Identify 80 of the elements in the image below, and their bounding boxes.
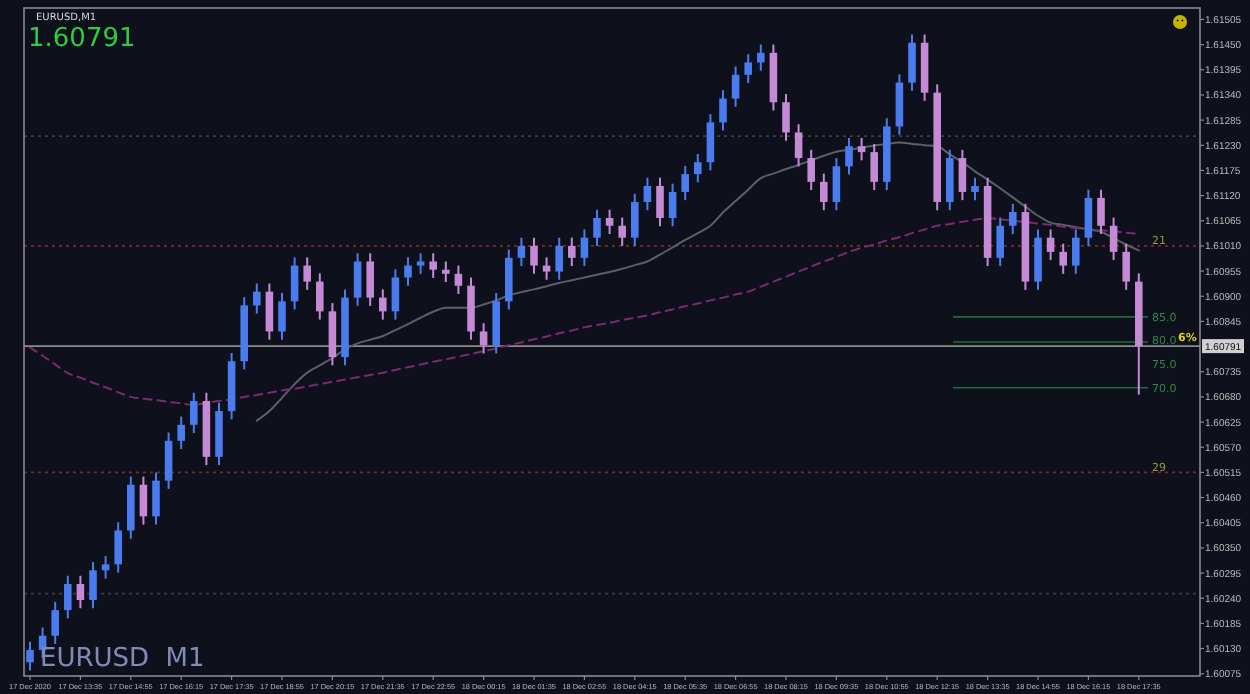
candlestick <box>26 640 34 672</box>
candlestick <box>278 292 286 341</box>
candlestick <box>152 471 160 526</box>
candlestick <box>605 208 614 236</box>
candlestick <box>958 148 967 202</box>
candlestick <box>1009 202 1017 236</box>
candlestick <box>731 65 740 108</box>
candlestick <box>101 555 110 580</box>
candlestick <box>505 248 513 311</box>
candlestick <box>807 148 815 192</box>
candlestick <box>114 521 122 574</box>
candlestick <box>190 391 198 435</box>
candlestick <box>454 264 463 295</box>
candlestick <box>1109 216 1118 262</box>
candlestick <box>1084 188 1093 247</box>
candlestick <box>303 256 311 291</box>
candlestick <box>1034 228 1042 291</box>
candlestick <box>492 292 500 355</box>
candlestick <box>1059 242 1067 275</box>
candlestick <box>517 236 526 268</box>
candlestick <box>719 89 727 132</box>
candlestick <box>946 148 954 212</box>
candlestick <box>1046 228 1055 262</box>
candlestick <box>542 256 551 281</box>
candlestick <box>643 176 652 212</box>
candlestick <box>215 401 223 467</box>
candlestick <box>832 157 841 212</box>
candlestick <box>895 73 904 136</box>
candlestick <box>127 475 135 540</box>
candlestick <box>379 288 387 321</box>
candlestick <box>391 268 400 321</box>
candlestick <box>404 256 412 287</box>
candlestick <box>568 236 576 268</box>
candlestick <box>316 272 324 321</box>
candlestick <box>580 228 589 268</box>
candlestick <box>442 260 450 284</box>
candlestick <box>366 252 374 307</box>
candlestick <box>177 415 185 451</box>
line-series <box>255 141 1140 422</box>
text: 1.60791 <box>28 24 136 54</box>
candlestick <box>64 574 72 620</box>
candlestick <box>265 282 274 341</box>
candlestick <box>908 33 916 92</box>
candlestick <box>429 252 437 279</box>
candlestick <box>139 475 148 526</box>
candlestick <box>467 276 475 341</box>
candlestick <box>1072 228 1080 275</box>
candlestick <box>694 152 702 184</box>
annotation: EURUSD M1 <box>40 644 205 674</box>
candlestick <box>1122 242 1130 291</box>
candlestick <box>328 302 337 367</box>
candlestick <box>164 431 173 490</box>
candlestick <box>857 136 866 162</box>
candlestick <box>290 256 299 311</box>
candlestick <box>253 282 261 315</box>
candlestick <box>757 43 765 72</box>
candlestick <box>656 176 664 228</box>
candlestick <box>870 142 878 192</box>
candlestick <box>706 113 715 172</box>
candlestick <box>416 252 425 275</box>
candlestick <box>555 236 563 281</box>
candlestick <box>76 574 85 610</box>
candlestick <box>51 600 59 645</box>
candlestick <box>820 172 828 212</box>
candlestick <box>744 53 752 85</box>
candlestick <box>681 164 689 202</box>
candlestick <box>971 176 979 202</box>
candlestick <box>668 182 677 228</box>
candlestick <box>845 136 853 176</box>
candlestick <box>631 192 639 247</box>
candlestick <box>593 208 601 247</box>
candlestick <box>353 252 362 307</box>
candlestick <box>1097 188 1105 236</box>
candlestick <box>794 123 803 168</box>
candlestick <box>618 216 626 247</box>
candlestick <box>530 236 538 275</box>
candlestick <box>89 561 97 610</box>
candlestick <box>479 322 488 355</box>
candlestick <box>996 216 1004 268</box>
candlestick <box>782 93 790 142</box>
